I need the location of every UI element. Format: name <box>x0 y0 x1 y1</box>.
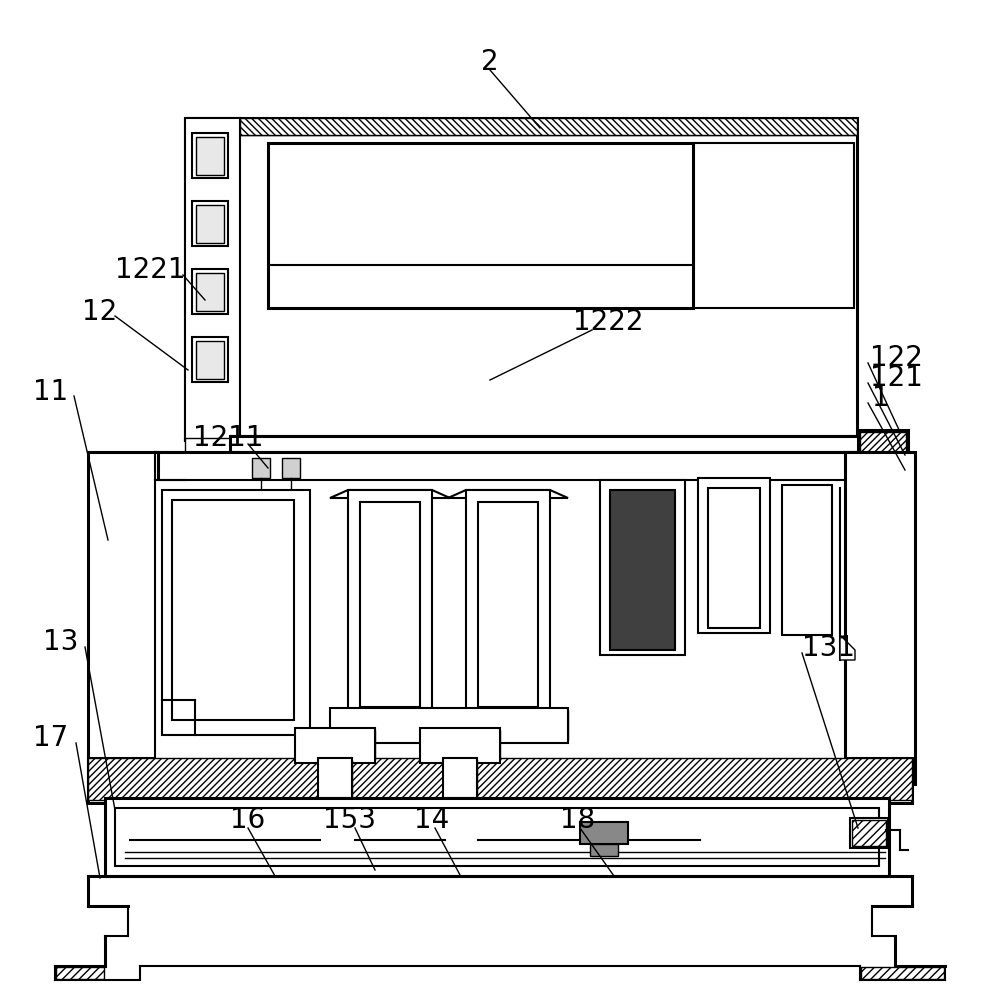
Bar <box>590 844 618 856</box>
Text: 153: 153 <box>323 806 377 834</box>
Bar <box>192 201 228 246</box>
Polygon shape <box>448 490 568 498</box>
Bar <box>600 480 685 655</box>
Polygon shape <box>295 730 375 760</box>
Polygon shape <box>155 455 906 480</box>
Bar <box>348 490 432 710</box>
Text: 13: 13 <box>43 628 78 656</box>
Bar <box>858 430 908 458</box>
Text: 2: 2 <box>482 48 498 76</box>
Polygon shape <box>860 432 906 456</box>
Bar <box>172 500 294 720</box>
Text: 11: 11 <box>33 378 68 406</box>
Polygon shape <box>845 455 912 780</box>
Bar <box>782 485 832 635</box>
Bar <box>435 798 485 814</box>
Polygon shape <box>240 118 856 135</box>
Text: 131: 131 <box>802 634 855 662</box>
Bar <box>708 488 760 628</box>
Bar <box>115 808 879 866</box>
Bar <box>268 143 693 308</box>
Polygon shape <box>88 760 912 800</box>
Bar <box>196 341 224 379</box>
Bar <box>252 458 270 478</box>
Polygon shape <box>443 760 477 800</box>
Polygon shape <box>88 758 912 800</box>
Bar <box>845 452 915 784</box>
Bar <box>850 818 888 848</box>
Text: 122: 122 <box>870 344 923 372</box>
Bar <box>694 143 854 308</box>
Text: 18: 18 <box>561 806 595 834</box>
Bar <box>360 502 420 707</box>
Polygon shape <box>230 440 858 450</box>
Bar <box>105 798 889 876</box>
Bar <box>698 478 770 633</box>
Bar <box>420 728 500 763</box>
Bar <box>330 708 568 743</box>
Bar <box>320 814 350 824</box>
Bar <box>478 502 538 707</box>
Polygon shape <box>861 967 944 979</box>
Bar <box>466 490 550 710</box>
Bar <box>240 118 857 135</box>
Bar <box>445 814 475 824</box>
Polygon shape <box>318 760 352 800</box>
Bar <box>230 436 860 458</box>
Bar <box>580 822 628 844</box>
Text: 1: 1 <box>872 384 890 412</box>
Bar <box>310 798 360 814</box>
Bar <box>192 269 228 314</box>
Bar <box>610 490 675 650</box>
Polygon shape <box>330 710 568 740</box>
Polygon shape <box>840 635 855 660</box>
Bar <box>88 452 158 784</box>
Polygon shape <box>88 455 155 780</box>
Bar <box>443 758 477 803</box>
Text: 1222: 1222 <box>573 308 643 336</box>
Bar <box>185 118 240 440</box>
Bar <box>196 273 224 311</box>
Bar <box>192 337 228 382</box>
Bar <box>196 205 224 243</box>
Bar <box>192 133 228 178</box>
Bar <box>318 758 352 803</box>
Text: 1211: 1211 <box>193 424 263 452</box>
Polygon shape <box>330 490 450 498</box>
Text: 12: 12 <box>82 298 118 326</box>
Bar <box>185 118 857 440</box>
Text: 16: 16 <box>230 806 266 834</box>
Text: 14: 14 <box>414 806 450 834</box>
Polygon shape <box>852 820 886 846</box>
Bar <box>88 758 912 803</box>
Polygon shape <box>420 730 500 760</box>
Bar <box>196 137 224 175</box>
Bar <box>155 480 845 760</box>
Bar <box>162 490 310 735</box>
Text: 121: 121 <box>870 364 923 392</box>
Bar <box>185 438 235 452</box>
Bar <box>282 458 300 478</box>
Bar <box>295 728 375 763</box>
Text: 17: 17 <box>33 724 68 752</box>
Text: 1221: 1221 <box>115 256 185 284</box>
Bar <box>155 452 909 484</box>
Polygon shape <box>56 967 104 979</box>
